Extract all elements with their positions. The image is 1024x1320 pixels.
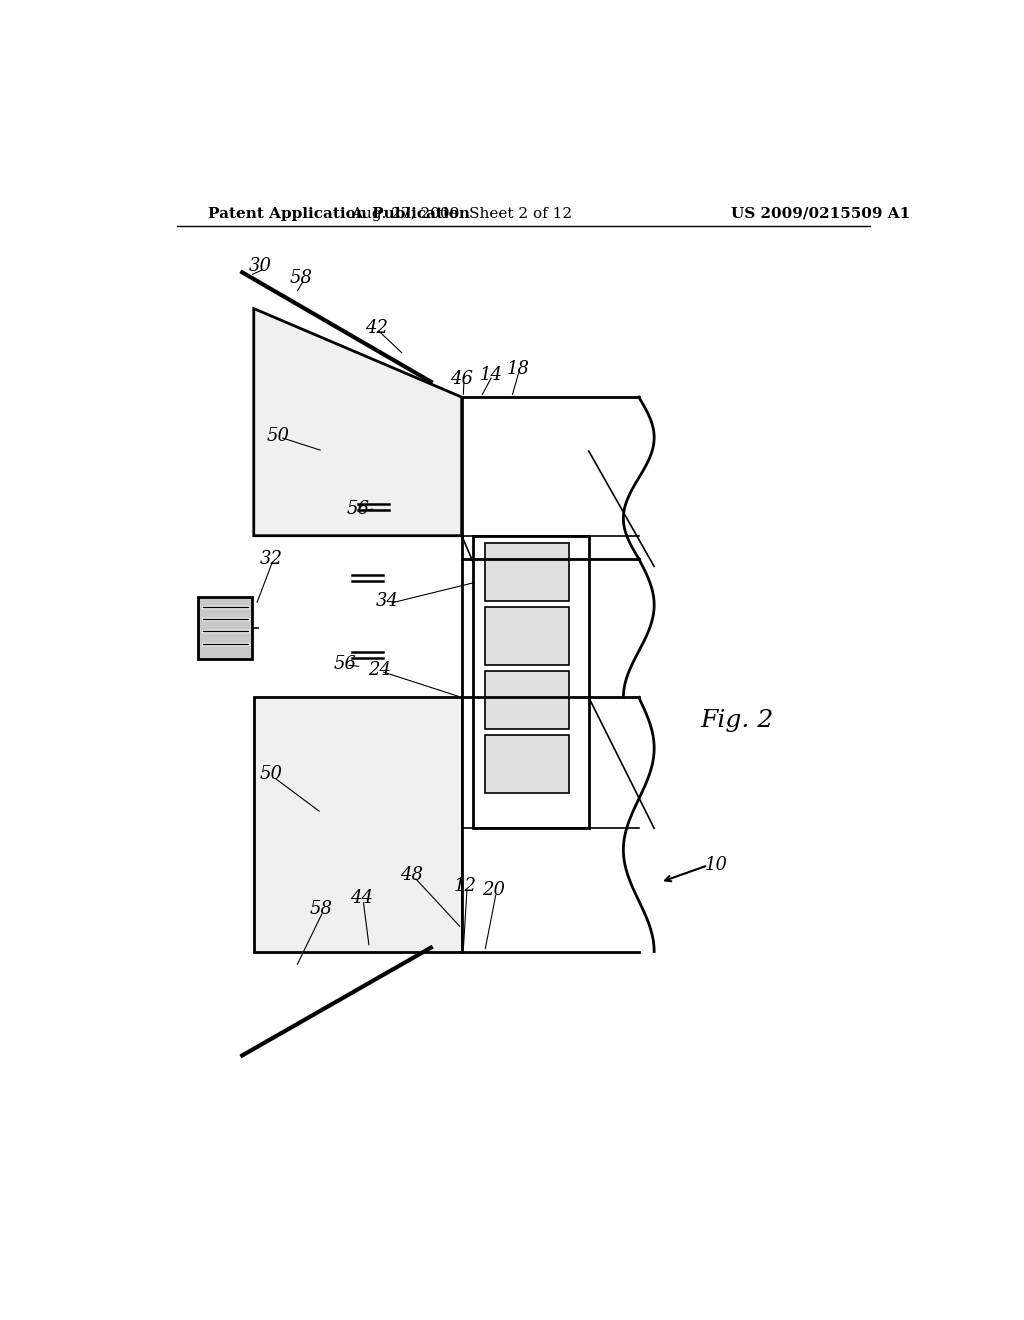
Polygon shape — [462, 397, 639, 558]
Text: 58: 58 — [290, 269, 313, 286]
Bar — [484, 607, 569, 665]
Polygon shape — [462, 697, 639, 952]
Text: Patent Application Publication: Patent Application Publication — [208, 207, 470, 220]
Text: 46: 46 — [451, 371, 473, 388]
Polygon shape — [462, 558, 639, 697]
Bar — [473, 536, 589, 829]
Text: 58: 58 — [310, 900, 333, 919]
Text: US 2009/0215509 A1: US 2009/0215509 A1 — [731, 207, 910, 220]
Bar — [484, 671, 569, 729]
Text: 50: 50 — [267, 426, 290, 445]
Text: 20: 20 — [482, 880, 506, 899]
Text: 10: 10 — [705, 857, 727, 874]
Bar — [484, 735, 569, 793]
Text: Aug. 27, 2009  Sheet 2 of 12: Aug. 27, 2009 Sheet 2 of 12 — [351, 207, 572, 220]
Text: 56: 56 — [333, 655, 356, 672]
Text: 18: 18 — [507, 360, 529, 379]
Bar — [484, 544, 569, 601]
Polygon shape — [254, 309, 462, 536]
Text: 24: 24 — [368, 661, 391, 678]
Text: 34: 34 — [376, 593, 398, 610]
Text: 30: 30 — [249, 257, 271, 275]
Text: 32: 32 — [260, 550, 283, 568]
Text: 50: 50 — [260, 766, 283, 783]
Text: 14: 14 — [479, 366, 503, 384]
Text: 12: 12 — [454, 876, 477, 895]
Text: 42: 42 — [366, 319, 388, 337]
Text: 56: 56 — [346, 500, 370, 517]
Text: 48: 48 — [400, 866, 423, 883]
Polygon shape — [254, 697, 462, 952]
Bar — [199, 597, 252, 659]
Text: 44: 44 — [350, 888, 373, 907]
Text: Fig. 2: Fig. 2 — [700, 709, 773, 733]
